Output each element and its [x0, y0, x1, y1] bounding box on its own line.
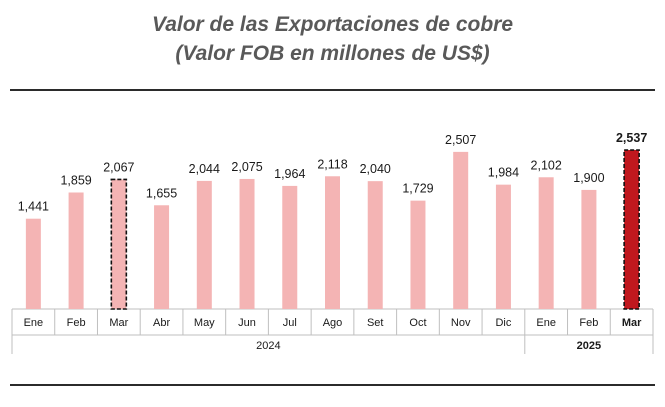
data-label-12: 2,102: [531, 158, 562, 172]
bar-8: [367, 181, 383, 309]
data-label-0: 1,441: [18, 200, 49, 214]
top-divider: [10, 89, 655, 91]
category-label-4: May: [194, 317, 215, 329]
category-label-10: Nov: [451, 317, 471, 329]
data-label-10: 2,507: [445, 133, 476, 147]
chart-title-line1: Valor de las Exportaciones de cobre: [151, 13, 514, 36]
data-label-1: 1,859: [60, 173, 91, 187]
bar-4: [196, 180, 212, 309]
data-label-9: 1,729: [402, 182, 433, 196]
data-label-3: 1,655: [146, 186, 177, 200]
category-label-9: Oct: [409, 317, 426, 329]
bar-3: [154, 205, 170, 309]
category-label-8: Set: [367, 317, 384, 329]
bar-10: [453, 151, 469, 309]
bar-5: [239, 178, 255, 309]
bar-0: [25, 218, 41, 309]
data-label-8: 2,040: [360, 162, 391, 176]
category-label-13: Feb: [579, 317, 598, 329]
category-label-5: Jun: [238, 317, 256, 329]
bar-6: [282, 185, 298, 309]
bar-13: [581, 189, 597, 309]
category-label-6: Jul: [283, 317, 297, 329]
bar-1: [68, 192, 84, 309]
chart-title-line2: (Valor FOB en millones de US$): [175, 42, 490, 65]
category-label-11: Dic: [495, 317, 511, 329]
data-label-14: 2,537: [616, 131, 647, 145]
category-label-1: Feb: [67, 317, 86, 329]
data-label-5: 2,075: [231, 160, 262, 174]
data-label-6: 1,964: [274, 167, 305, 181]
bar-9: [410, 200, 426, 309]
category-label-3: Abr: [153, 317, 170, 329]
category-label-12: Ene: [536, 317, 556, 329]
category-label-0: Ene: [24, 317, 44, 329]
bar-11: [495, 184, 511, 309]
data-label-11: 1,984: [488, 166, 519, 180]
bar-2: [110, 178, 128, 310]
data-label-4: 2,044: [189, 162, 220, 176]
bar-14: [623, 149, 640, 310]
category-label-14: Mar: [622, 317, 642, 329]
bar-7: [325, 176, 340, 309]
bar-12: [538, 177, 554, 309]
category-label-2: Mar: [109, 317, 128, 329]
bottom-divider: [10, 384, 655, 386]
data-label-13: 1,900: [573, 171, 604, 185]
category-label-7: Ago: [323, 317, 343, 329]
data-label-2: 2,067: [103, 160, 134, 174]
group-label-2025: 2025: [577, 340, 601, 352]
data-label-7: 2,118: [317, 157, 347, 171]
group-label-2024: 2024: [256, 340, 280, 352]
